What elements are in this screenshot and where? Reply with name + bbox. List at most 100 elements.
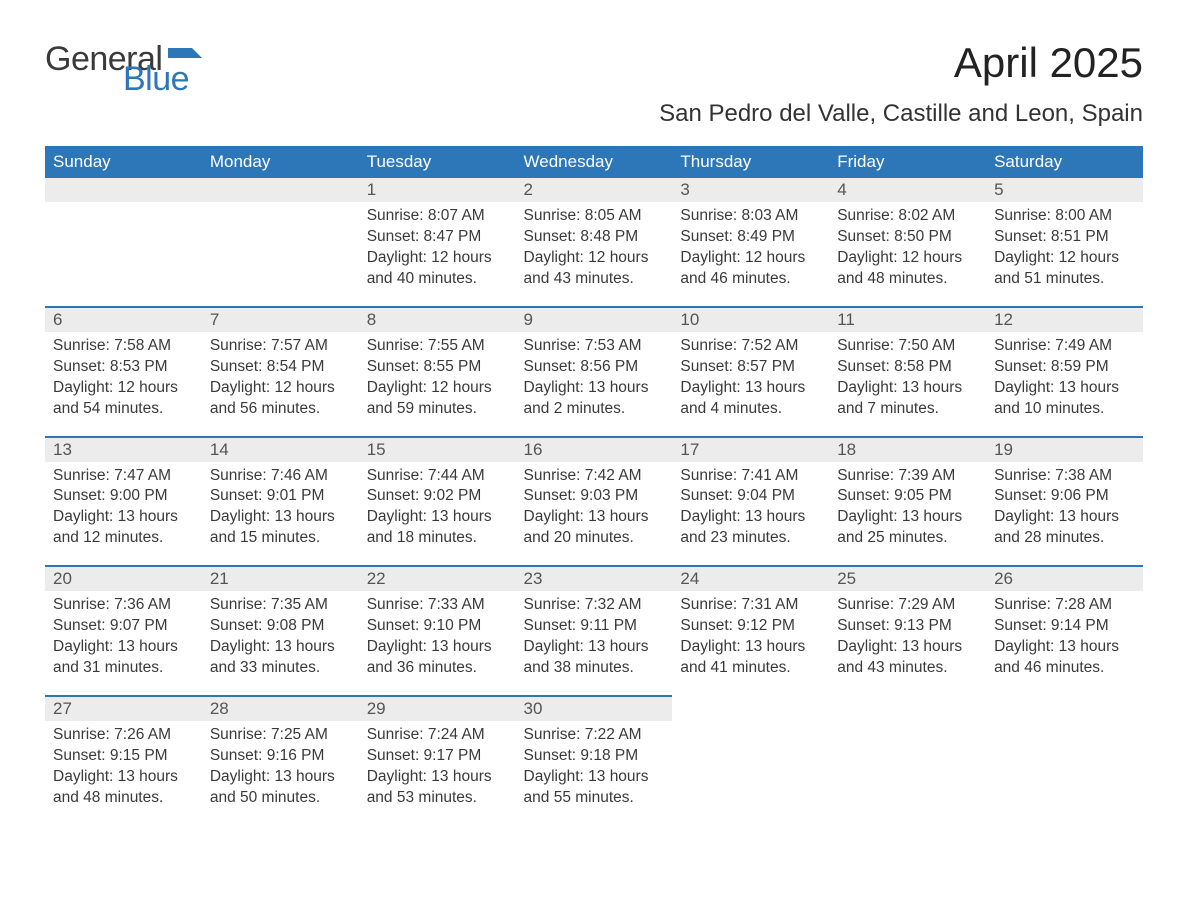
daylight-line-2: and 51 minutes. xyxy=(994,269,1135,290)
daylight-line-2: and 59 minutes. xyxy=(367,399,508,420)
sunrise-line: Sunrise: 7:44 AM xyxy=(367,466,508,487)
daylight-line-2: and 36 minutes. xyxy=(367,658,508,679)
sunrise-line: Sunrise: 8:07 AM xyxy=(367,206,508,227)
sunset-line: Sunset: 9:00 PM xyxy=(53,486,194,507)
daylight-line-1: Daylight: 13 hours xyxy=(680,507,821,528)
sunset-line: Sunset: 9:04 PM xyxy=(680,486,821,507)
daylight-line-1: Daylight: 13 hours xyxy=(994,507,1135,528)
empty-day-detail xyxy=(829,721,986,825)
day-number-cell: 8 xyxy=(359,307,516,332)
day-detail-cell: Sunrise: 7:26 AMSunset: 9:15 PMDaylight:… xyxy=(45,721,202,825)
day-number-cell: 14 xyxy=(202,437,359,462)
sunrise-line: Sunrise: 7:29 AM xyxy=(837,595,978,616)
daylight-line-1: Daylight: 13 hours xyxy=(994,378,1135,399)
day-number-cell: 19 xyxy=(986,437,1143,462)
day-detail-cell: Sunrise: 7:58 AMSunset: 8:53 PMDaylight:… xyxy=(45,332,202,437)
day-detail-row: Sunrise: 7:26 AMSunset: 9:15 PMDaylight:… xyxy=(45,721,1143,825)
day-detail-cell: Sunrise: 7:29 AMSunset: 9:13 PMDaylight:… xyxy=(829,591,986,696)
weekday-header: Saturday xyxy=(986,146,1143,178)
empty-day-number xyxy=(829,696,986,721)
sunset-line: Sunset: 8:47 PM xyxy=(367,227,508,248)
day-number-cell: 27 xyxy=(45,696,202,721)
sunset-line: Sunset: 9:18 PM xyxy=(524,746,665,767)
empty-day-detail xyxy=(202,202,359,307)
day-number-cell: 2 xyxy=(516,178,673,202)
daylight-line-1: Daylight: 13 hours xyxy=(367,507,508,528)
weekday-header: Sunday xyxy=(45,146,202,178)
calendar-body: 12345Sunrise: 8:07 AMSunset: 8:47 PMDayl… xyxy=(45,178,1143,824)
day-number-cell: 26 xyxy=(986,566,1143,591)
day-detail-cell: Sunrise: 7:57 AMSunset: 8:54 PMDaylight:… xyxy=(202,332,359,437)
day-detail-row: Sunrise: 7:36 AMSunset: 9:07 PM Daylight:… xyxy=(45,591,1143,696)
empty-day-number xyxy=(45,178,202,202)
daylight-line-2: and 48 minutes. xyxy=(837,269,978,290)
sunset-line: Sunset: 8:59 PM xyxy=(994,357,1135,378)
day-detail-row: Sunrise: 7:47 AMSunset: 9:00 PMDaylight:… xyxy=(45,462,1143,567)
weekday-header: Wednesday xyxy=(516,146,673,178)
empty-day-number xyxy=(672,696,829,721)
sunrise-line: Sunrise: 7:52 AM xyxy=(680,336,821,357)
day-number-row: 13141516171819 xyxy=(45,437,1143,462)
day-detail-row: Sunrise: 8:07 AMSunset: 8:47 PMDaylight:… xyxy=(45,202,1143,307)
calendar-table: SundayMondayTuesdayWednesdayThursdayFrid… xyxy=(45,146,1143,824)
sunset-line: Sunset: 9:02 PM xyxy=(367,486,508,507)
day-number-row: 20212223242526 xyxy=(45,566,1143,591)
daylight-line-2: and 41 minutes. xyxy=(680,658,821,679)
empty-day-number xyxy=(202,178,359,202)
day-number-cell: 24 xyxy=(672,566,829,591)
sunset-line: Sunset: 9:16 PM xyxy=(210,746,351,767)
daylight-line-1: Daylight: 13 hours xyxy=(994,637,1135,658)
location-subtitle: San Pedro del Valle, Castille and Leon, … xyxy=(659,100,1143,128)
sunset-line: Sunset: 9:07 PM xyxy=(53,616,194,637)
sunrise-line: Sunrise: 7:50 AM xyxy=(837,336,978,357)
day-number-cell: 30 xyxy=(516,696,673,721)
day-number-cell: 10 xyxy=(672,307,829,332)
daylight-line-2: and 38 minutes. xyxy=(524,658,665,679)
day-detail-cell: Sunrise: 8:05 AMSunset: 8:48 PMDaylight:… xyxy=(516,202,673,307)
daylight-line-1: Daylight: 13 hours xyxy=(210,637,351,658)
weekday-header: Thursday xyxy=(672,146,829,178)
sunrise-line: Sunrise: 7:39 AM xyxy=(837,466,978,487)
daylight-line-1: Daylight: 13 hours xyxy=(210,767,351,788)
weekday-header-row: SundayMondayTuesdayWednesdayThursdayFrid… xyxy=(45,146,1143,178)
daylight-line-2: and 23 minutes. xyxy=(680,528,821,549)
day-detail-cell: Sunrise: 7:22 AMSunset: 9:18 PMDaylight:… xyxy=(516,721,673,825)
daylight-line-2: and 12 minutes. xyxy=(53,528,194,549)
day-number-cell: 1 xyxy=(359,178,516,202)
sunrise-line: Sunrise: 8:02 AM xyxy=(837,206,978,227)
weekday-header: Tuesday xyxy=(359,146,516,178)
day-number-cell: 21 xyxy=(202,566,359,591)
daylight-line-1: Daylight: 13 hours xyxy=(53,767,194,788)
daylight-line-1: Daylight: 12 hours xyxy=(367,378,508,399)
empty-day-detail xyxy=(45,202,202,307)
sunrise-line: Sunrise: 7:25 AM xyxy=(210,725,351,746)
day-number-row: 12345 xyxy=(45,178,1143,202)
day-detail-cell: Sunrise: 7:28 AMSunset: 9:14 PMDaylight:… xyxy=(986,591,1143,696)
sunrise-line: Sunrise: 7:36 AM xyxy=(53,595,194,616)
day-number-cell: 16 xyxy=(516,437,673,462)
sunrise-line: Sunrise: 7:32 AM xyxy=(524,595,665,616)
empty-day-detail xyxy=(986,721,1143,825)
daylight-line-1: Daylight: 12 hours xyxy=(837,248,978,269)
day-detail-cell: Sunrise: 7:41 AMSunset: 9:04 PMDaylight:… xyxy=(672,462,829,567)
sunset-line: Sunset: 9:05 PM xyxy=(837,486,978,507)
title-block: April 2025 San Pedro del Valle, Castille… xyxy=(659,40,1143,128)
sunrise-line: Sunrise: 7:28 AM xyxy=(994,595,1135,616)
day-detail-cell: Sunrise: 8:02 AMSunset: 8:50 PMDaylight:… xyxy=(829,202,986,307)
empty-day-number xyxy=(986,696,1143,721)
day-number-cell: 6 xyxy=(45,307,202,332)
day-number-cell: 17 xyxy=(672,437,829,462)
day-detail-cell: Sunrise: 7:33 AMSunset: 9:10 PMDaylight:… xyxy=(359,591,516,696)
daylight-line-1: Daylight: 13 hours xyxy=(524,378,665,399)
daylight-line-2: and 25 minutes. xyxy=(837,528,978,549)
daylight-line-2: and 46 minutes. xyxy=(994,658,1135,679)
daylight-line-2: and 40 minutes. xyxy=(367,269,508,290)
day-number-cell: 12 xyxy=(986,307,1143,332)
sunset-line: Sunset: 8:48 PM xyxy=(524,227,665,248)
day-number-cell: 13 xyxy=(45,437,202,462)
day-detail-cell: Sunrise: 7:47 AMSunset: 9:00 PMDaylight:… xyxy=(45,462,202,567)
day-detail-cell: Sunrise: 7:24 AMSunset: 9:17 PMDaylight:… xyxy=(359,721,516,825)
brand-part2: Blue xyxy=(123,60,189,99)
day-detail-cell: Sunrise: 7:36 AMSunset: 9:07 PMDaylight:… xyxy=(45,591,202,696)
daylight-line-1: Daylight: 12 hours xyxy=(367,248,508,269)
